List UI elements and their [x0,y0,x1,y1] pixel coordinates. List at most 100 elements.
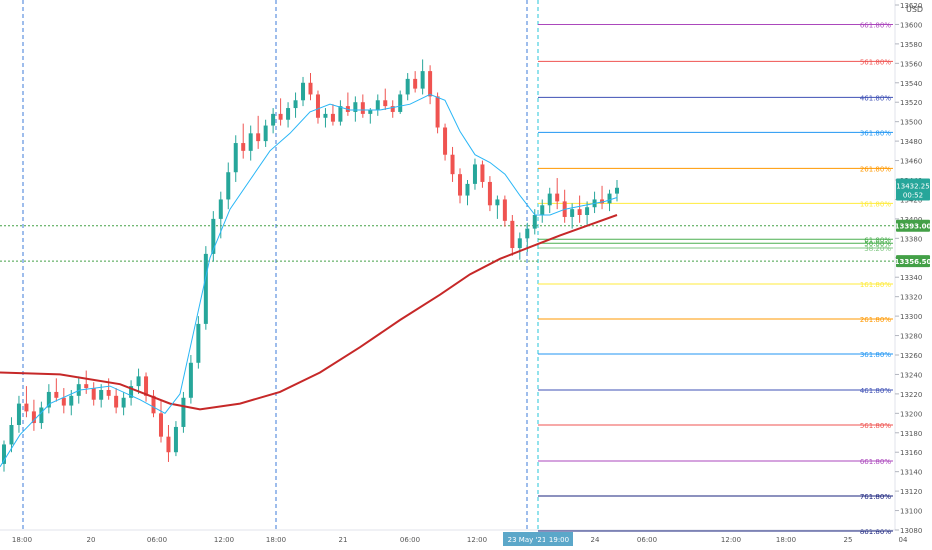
time-tick-label-3: 12:00 [214,536,234,544]
level-badge-0 [896,219,930,232]
candle-body-72 [540,205,545,215]
time-tick-label-14: 25 [844,536,853,544]
candle-body-14 [106,390,111,396]
time-tick-label-8: 23 May '21 [508,536,547,544]
candle-body-5 [39,407,44,424]
candle-body-48 [360,102,365,114]
fib-label-11: 361.80% [860,351,891,359]
time-tick-label-12: 12:00 [721,536,741,544]
candle-body-82 [615,187,619,194]
candle-body-52 [390,106,395,112]
candle-body-47 [353,102,358,112]
candle-body-8 [61,397,66,406]
candle-body-70 [525,228,530,239]
candle-body-62 [465,183,470,196]
time-tick-label-11: 06:00 [637,536,657,544]
candle-body-78 [585,207,590,215]
fib-label-8: 38.20% [864,245,891,253]
candle-body-33 [248,133,253,151]
candle-body-3 [24,403,29,412]
candle-body-25 [188,362,193,398]
price-tick-label-8: 13460 [900,158,922,166]
fib-label-13: 561.80% [860,422,891,430]
candle-body-23 [173,426,178,453]
price-tick-label-14: 13340 [900,274,922,282]
candle-body-44 [330,113,335,122]
candle-body-22 [166,436,171,453]
price-tick-label-21: 13200 [900,410,922,418]
candle-body-65 [487,181,492,206]
candle-body-80 [600,199,605,204]
candle-body-27 [203,253,208,324]
fib-label-14: 661.80% [860,458,891,466]
fib-label-16: 861.80% [860,528,891,536]
time-axis[interactable]: 18:00 20 06:00 12:00 18:00 21 06:00 12:00 23 May… [0,529,908,546]
level-badge-label-0: 13393.00 [895,223,932,231]
candle-body-53 [398,94,403,112]
time-tick-label-1: 20 [87,536,96,544]
candle-body-66 [495,199,500,206]
fib-label-9: 161.80% [860,281,891,289]
candle-body-54 [405,78,410,95]
price-tick-label-26: 13100 [900,508,922,516]
candle-body-77 [577,209,582,215]
candle-body-58 [435,96,440,128]
candle-body-41 [308,82,313,95]
level-badge-1 [896,255,930,268]
candle-body-15 [114,395,119,408]
candle-body-18 [136,376,141,387]
candle-body-57 [428,71,433,97]
time-tick-label-15: 04 [899,536,908,544]
candle-body-61 [458,174,463,196]
candle-body-2 [16,403,21,425]
price-tick-label-25: 13120 [900,488,922,496]
candle-body-17 [129,386,134,398]
candle-body-45 [338,106,343,122]
price-tick-label-5: 13520 [900,99,922,107]
candle-body-42 [315,94,320,118]
candle-body-56 [420,71,425,89]
time-tick-label-9: 19:00 [549,536,569,544]
fib-label-15: 761.80% [860,493,891,501]
price-tick-label-0: 13620 [900,2,922,10]
candle-body-32 [241,143,246,151]
price-tick-label-6: 13500 [900,119,922,127]
time-highlight-9 [545,532,573,546]
candle-body-30 [226,172,231,200]
candle-body-40 [301,82,306,101]
time-highlight-8 [503,532,551,546]
time-tick-label-6: 06:00 [400,536,420,544]
price-tick-label-19: 13240 [900,371,922,379]
candle-body-71 [532,215,537,229]
candle-body-74 [555,193,560,202]
candle-body-38 [286,108,291,120]
candle-body-63 [472,164,477,184]
candle-body-4 [31,411,36,424]
price-tick-label-2: 13580 [900,41,922,49]
price-tick-label-1: 13600 [900,21,922,29]
candle-body-76 [570,209,575,217]
candle-body-1 [9,425,14,445]
candle-body-34 [256,133,261,142]
fib-label-1: 561.80% [860,58,891,66]
candle-body-37 [278,113,283,120]
candle-body-13 [99,390,104,400]
candle-body-24 [181,397,186,427]
candle-body-36 [271,113,276,126]
price-tick-label-12: 13380 [900,235,922,243]
price-tick-label-24: 13140 [900,469,922,477]
price-axis[interactable]: 13620 13600 13580 13560 13540 13520 13500 13480… [894,0,932,535]
candle-body-69 [517,238,522,249]
price-tick-label-7: 13480 [900,138,922,146]
candle-body-73 [547,193,552,206]
candle-body-7 [54,391,59,398]
current-price-badge [896,178,930,201]
fib-label-10: 261.80% [860,316,891,324]
candle-body-39 [293,100,298,109]
candle-body-28 [211,218,216,254]
horizontal-levels [0,225,895,262]
candle-body-67 [502,199,507,221]
vertical-gridlines [22,0,539,530]
fib-label-6: 61.80% [864,236,891,244]
